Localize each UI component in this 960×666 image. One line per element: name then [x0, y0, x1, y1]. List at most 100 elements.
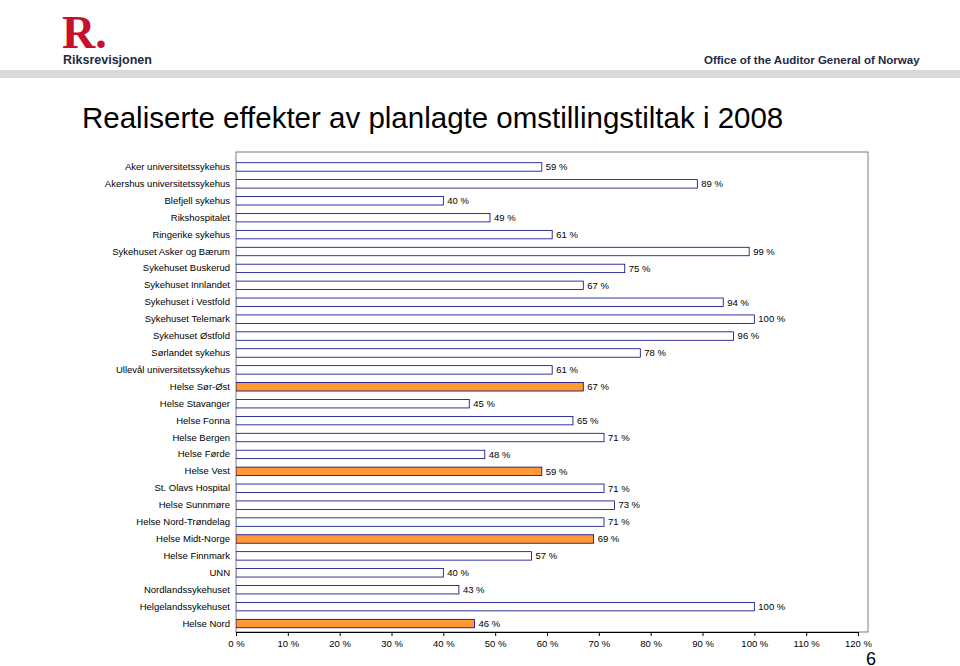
- bar: [236, 315, 754, 323]
- data-label: 71 %: [608, 432, 630, 443]
- category-tick: Helse Førde: [178, 448, 236, 459]
- data-label: 57 %: [535, 550, 557, 561]
- category-tick: Helse Sunnmøre: [159, 499, 236, 510]
- data-label: 43 %: [463, 584, 485, 595]
- bar: [236, 349, 640, 357]
- bar: [236, 433, 604, 441]
- category-label: Helse Førde: [178, 448, 230, 459]
- value-tick: 70 %: [589, 632, 611, 649]
- category-tick: Nordlandssykehuset: [144, 584, 236, 595]
- value-axis: 0 % 10 % 20 % 30 % 40 % 50 % 60 % 70 % 80 % 90 % 1…: [228, 632, 872, 649]
- data-label: 89 %: [701, 178, 723, 189]
- category-tick: Ringerike sykehus: [152, 229, 236, 240]
- value-tick: 20 %: [329, 632, 351, 649]
- category-label: Nordlandssykehuset: [144, 584, 230, 595]
- data-label: 69 %: [598, 533, 620, 544]
- category-label: Akershus universitetssykehus: [105, 178, 230, 189]
- value-tick: 80 %: [640, 632, 662, 649]
- data-label: 40 %: [447, 567, 469, 578]
- category-label: Helse Nord-Trøndelag: [136, 516, 230, 527]
- bar: [236, 569, 443, 577]
- bar: [236, 332, 734, 340]
- bar: [236, 383, 583, 391]
- category-label: Sykehuset Buskerud: [143, 262, 230, 273]
- bar: [236, 467, 542, 475]
- bar: [236, 298, 723, 306]
- value-tick-label: 80 %: [640, 638, 662, 649]
- value-tick-label: 40 %: [433, 638, 455, 649]
- value-tick: 120 %: [845, 632, 872, 649]
- category-tick: Sykehuset Innlandet: [144, 279, 236, 290]
- data-label: 61 %: [556, 364, 578, 375]
- data-label: 59 %: [546, 466, 568, 477]
- value-tick-mark: [288, 632, 289, 636]
- category-label: Sykehuset Telemark: [145, 313, 231, 324]
- category-tick: Sykehuset Østfold: [153, 330, 236, 341]
- value-tick-mark: [858, 632, 859, 636]
- category-label: Ullevål universitetssykehus: [116, 364, 230, 375]
- value-tick: 60 %: [537, 632, 559, 649]
- value-tick-label: 110 %: [794, 638, 821, 649]
- value-tick-label: 70 %: [589, 638, 611, 649]
- value-tick: 40 %: [433, 632, 455, 649]
- value-tick: 90 %: [692, 632, 714, 649]
- category-tick: Sykehuset Asker og Bærum: [112, 246, 236, 257]
- data-label: 94 %: [727, 297, 749, 308]
- value-tick-mark: [236, 632, 237, 636]
- category-tick: Helse Nord-Trøndelag: [136, 516, 236, 527]
- category-label: Sørlandet sykehus: [151, 347, 230, 358]
- value-axis-line: [237, 633, 859, 637]
- value-tick-mark: [443, 632, 444, 636]
- category-label: Sykehuset Østfold: [153, 330, 230, 341]
- value-tick-label: 60 %: [537, 638, 559, 649]
- plot-frame: [236, 152, 868, 632]
- value-tick-mark: [651, 632, 652, 636]
- category-label: Helgelandssykehuset: [140, 601, 231, 612]
- data-label: 46 %: [478, 618, 500, 629]
- data-label: 67 %: [587, 381, 609, 392]
- category-tick: Sykehuset Buskerud: [143, 262, 236, 273]
- organization: Riksrevisjonen: [63, 53, 152, 67]
- category-tick: Helse Sør-Øst: [170, 381, 236, 392]
- header-band: [0, 70, 960, 78]
- category-label: Sykehuset Asker og Bærum: [112, 246, 230, 257]
- category-label: Helse Finnmark: [163, 550, 230, 561]
- data-label: 75 %: [629, 263, 651, 274]
- category-label: Rikshospitalet: [171, 212, 230, 223]
- category-tick: Akershus universitetssykehus: [105, 178, 236, 189]
- category-label: Ringerike sykehus: [152, 229, 230, 240]
- bar: [236, 366, 552, 374]
- bar: [236, 619, 474, 627]
- category-label: Helse Stavanger: [160, 398, 230, 409]
- category-label: Helse Sør-Øst: [170, 381, 231, 392]
- logo: R.: [62, 7, 107, 58]
- value-tick-label: 30 %: [381, 638, 403, 649]
- bar: [236, 213, 490, 221]
- data-label: 100 %: [758, 313, 785, 324]
- bar: [236, 180, 697, 188]
- value-tick: 110 %: [794, 632, 821, 649]
- data-label: 71 %: [608, 516, 630, 527]
- category-tick: Helgelandssykehuset: [140, 601, 236, 612]
- value-tick: 10 %: [278, 632, 300, 649]
- page: R.RiksrevisjonenOffice of the Auditor Ge…: [0, 0, 960, 666]
- value-tick-label: 90 %: [692, 638, 714, 649]
- value-tick-mark: [703, 632, 704, 636]
- value-tick: 50 %: [485, 632, 507, 649]
- category-tick: Ullevål universitetssykehus: [116, 364, 236, 375]
- category-tick: Blefjell sykehus: [165, 195, 236, 206]
- chart-title: Realiserte effekter av planlagte omstill…: [82, 101, 783, 134]
- category-tick: Rikshospitalet: [171, 212, 236, 223]
- category-label: Helse Vest: [185, 465, 231, 476]
- value-tick-label: 50 %: [485, 638, 507, 649]
- category-tick: Sykehuset Telemark: [145, 313, 236, 324]
- category-tick: Helse Bergen: [172, 432, 236, 443]
- value-tick-label: 120 %: [845, 638, 872, 649]
- category-tick: Helse Vest: [185, 465, 236, 476]
- category-tick: UNN: [209, 567, 236, 578]
- bar: [236, 585, 459, 593]
- value-tick: 0 %: [228, 632, 245, 649]
- bar: [236, 518, 604, 526]
- value-tick-label: 20 %: [329, 638, 351, 649]
- category-label: Helse Bergen: [172, 432, 230, 443]
